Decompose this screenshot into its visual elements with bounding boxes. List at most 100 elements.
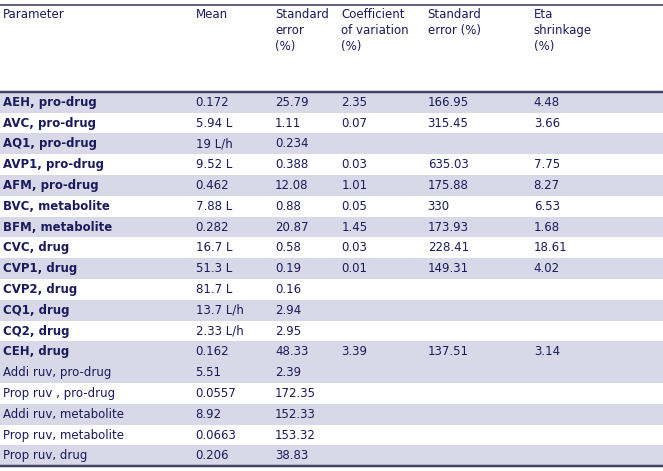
Text: 2.95: 2.95 [275, 325, 301, 338]
Bar [0, 341, 663, 362]
Bar [0, 425, 663, 446]
Bar [0, 196, 663, 217]
Text: 4.48: 4.48 [534, 96, 560, 109]
Text: 0.0663: 0.0663 [196, 429, 237, 442]
Text: Standard
error (%): Standard error (%) [428, 8, 481, 38]
Text: 0.19: 0.19 [275, 262, 301, 275]
Text: 7.75: 7.75 [534, 158, 560, 171]
Text: 175.88: 175.88 [428, 179, 469, 192]
Bar [0, 133, 663, 154]
Text: 166.95: 166.95 [428, 96, 469, 109]
Bar [0, 321, 663, 341]
Text: Addi ruv, pro-drug: Addi ruv, pro-drug [3, 366, 111, 379]
Text: 25.79: 25.79 [275, 96, 309, 109]
Text: 0.05: 0.05 [341, 200, 367, 213]
Text: CEH, drug: CEH, drug [3, 345, 70, 358]
Text: CVC, drug: CVC, drug [3, 241, 70, 254]
Text: Prop ruv, metabolite: Prop ruv, metabolite [3, 429, 125, 442]
Text: 1.45: 1.45 [341, 220, 367, 234]
Text: 0.388: 0.388 [275, 158, 308, 171]
Text: 0.0557: 0.0557 [196, 387, 236, 400]
Text: 173.93: 173.93 [428, 220, 469, 234]
Bar [0, 404, 663, 425]
Text: 0.172: 0.172 [196, 96, 229, 109]
Text: AQ1, pro-drug: AQ1, pro-drug [3, 138, 97, 150]
Text: 13.7 L/h: 13.7 L/h [196, 304, 243, 317]
Text: 48.33: 48.33 [275, 345, 308, 358]
Text: Parameter: Parameter [3, 8, 65, 22]
Text: 0.462: 0.462 [196, 179, 229, 192]
Text: 153.32: 153.32 [275, 429, 316, 442]
Text: 1.01: 1.01 [341, 179, 367, 192]
Text: 315.45: 315.45 [428, 116, 469, 130]
Text: 3.66: 3.66 [534, 116, 560, 130]
Text: 1.11: 1.11 [275, 116, 302, 130]
Text: 0.07: 0.07 [341, 116, 367, 130]
Text: CVP1, drug: CVP1, drug [3, 262, 78, 275]
Text: 8.27: 8.27 [534, 179, 560, 192]
Text: Standard
error
(%): Standard error (%) [275, 8, 329, 54]
Text: 149.31: 149.31 [428, 262, 469, 275]
Text: 4.02: 4.02 [534, 262, 560, 275]
Text: 0.282: 0.282 [196, 220, 229, 234]
Text: 18.61: 18.61 [534, 241, 568, 254]
Bar [0, 362, 663, 383]
Text: Eta
shrinkage
(%): Eta shrinkage (%) [534, 8, 592, 54]
Text: Prop ruv, drug: Prop ruv, drug [3, 449, 88, 463]
Text: 152.33: 152.33 [275, 408, 316, 421]
Bar [0, 258, 663, 279]
Text: 1.68: 1.68 [534, 220, 560, 234]
Bar [0, 300, 663, 321]
Text: BFM, metabolite: BFM, metabolite [3, 220, 113, 234]
Text: 38.83: 38.83 [275, 449, 308, 463]
Text: 0.16: 0.16 [275, 283, 301, 296]
Bar [0, 446, 663, 466]
Text: CQ1, drug: CQ1, drug [3, 304, 70, 317]
Text: Addi ruv, metabolite: Addi ruv, metabolite [3, 408, 125, 421]
Bar [0, 383, 663, 404]
Text: 6.53: 6.53 [534, 200, 560, 213]
Text: AVC, pro-drug: AVC, pro-drug [3, 116, 96, 130]
Text: 16.7 L: 16.7 L [196, 241, 232, 254]
Text: 0.03: 0.03 [341, 158, 367, 171]
Text: 0.03: 0.03 [341, 241, 367, 254]
Text: 635.03: 635.03 [428, 158, 468, 171]
Text: 330: 330 [428, 200, 450, 213]
Bar [0, 217, 663, 237]
Text: 19 L/h: 19 L/h [196, 138, 232, 150]
Text: AFM, pro-drug: AFM, pro-drug [3, 179, 99, 192]
Text: 0.01: 0.01 [341, 262, 367, 275]
Bar [0, 92, 663, 113]
Bar [0, 154, 663, 175]
Text: Mean: Mean [196, 8, 227, 22]
Text: 2.39: 2.39 [275, 366, 301, 379]
Text: 3.39: 3.39 [341, 345, 367, 358]
Text: CVP2, drug: CVP2, drug [3, 283, 78, 296]
Text: 228.41: 228.41 [428, 241, 469, 254]
Text: 5.94 L: 5.94 L [196, 116, 232, 130]
Bar [0, 5, 663, 92]
Bar [0, 279, 663, 300]
Text: 51.3 L: 51.3 L [196, 262, 232, 275]
Text: Coefficient
of variation
(%): Coefficient of variation (%) [341, 8, 409, 54]
Text: 172.35: 172.35 [275, 387, 316, 400]
Text: 0.88: 0.88 [275, 200, 301, 213]
Bar [0, 113, 663, 133]
Text: 12.08: 12.08 [275, 179, 309, 192]
Text: 0.206: 0.206 [196, 449, 229, 463]
Text: Prop ruv , pro-drug: Prop ruv , pro-drug [3, 387, 115, 400]
Text: 2.35: 2.35 [341, 96, 367, 109]
Text: 0.58: 0.58 [275, 241, 301, 254]
Text: 2.94: 2.94 [275, 304, 302, 317]
Text: 9.52 L: 9.52 L [196, 158, 232, 171]
Text: 7.88 L: 7.88 L [196, 200, 232, 213]
Text: CQ2, drug: CQ2, drug [3, 325, 70, 338]
Text: BVC, metabolite: BVC, metabolite [3, 200, 110, 213]
Text: AVP1, pro-drug: AVP1, pro-drug [3, 158, 104, 171]
Bar [0, 175, 663, 196]
Text: 81.7 L: 81.7 L [196, 283, 232, 296]
Text: 20.87: 20.87 [275, 220, 309, 234]
Text: 3.14: 3.14 [534, 345, 560, 358]
Text: 0.234: 0.234 [275, 138, 309, 150]
Text: 137.51: 137.51 [428, 345, 469, 358]
